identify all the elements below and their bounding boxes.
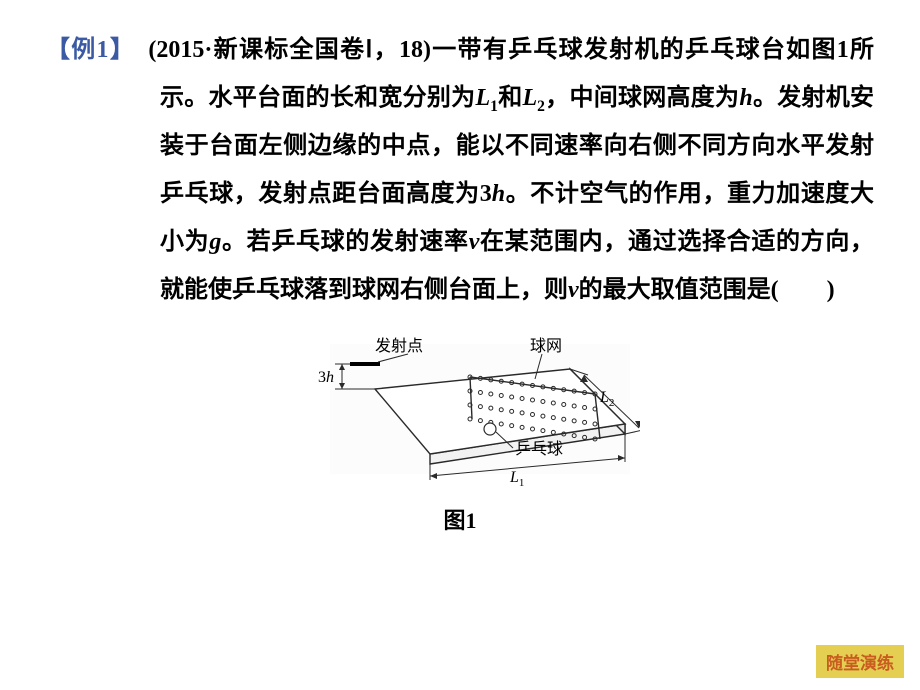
figure-diagram: 发射点球网乒乓球3hL1L2 (280, 324, 640, 494)
figure-caption: 图1 (46, 503, 874, 535)
svg-text:球网: 球网 (530, 337, 562, 355)
svg-text:发射点: 发射点 (375, 337, 423, 355)
svg-text:3h: 3h (318, 369, 334, 386)
figure: 发射点球网乒乓球3hL1L2 图1 (46, 324, 874, 535)
example-label: 【例1】 (46, 37, 123, 63)
practice-button[interactable]: 随堂演练 (816, 645, 904, 678)
problem-text: 【例1】 (2015·新课标全国卷Ⅰ，18)一带有乒乓球发射机的乒乓球台如图1所… (46, 26, 874, 314)
source: (2015·新课标全国卷Ⅰ，18) (123, 37, 431, 63)
problem-block: 【例1】 (2015·新课标全国卷Ⅰ，18)一带有乒乓球发射机的乒乓球台如图1所… (0, 0, 920, 535)
svg-text:乒乓球: 乒乓球 (515, 440, 563, 458)
